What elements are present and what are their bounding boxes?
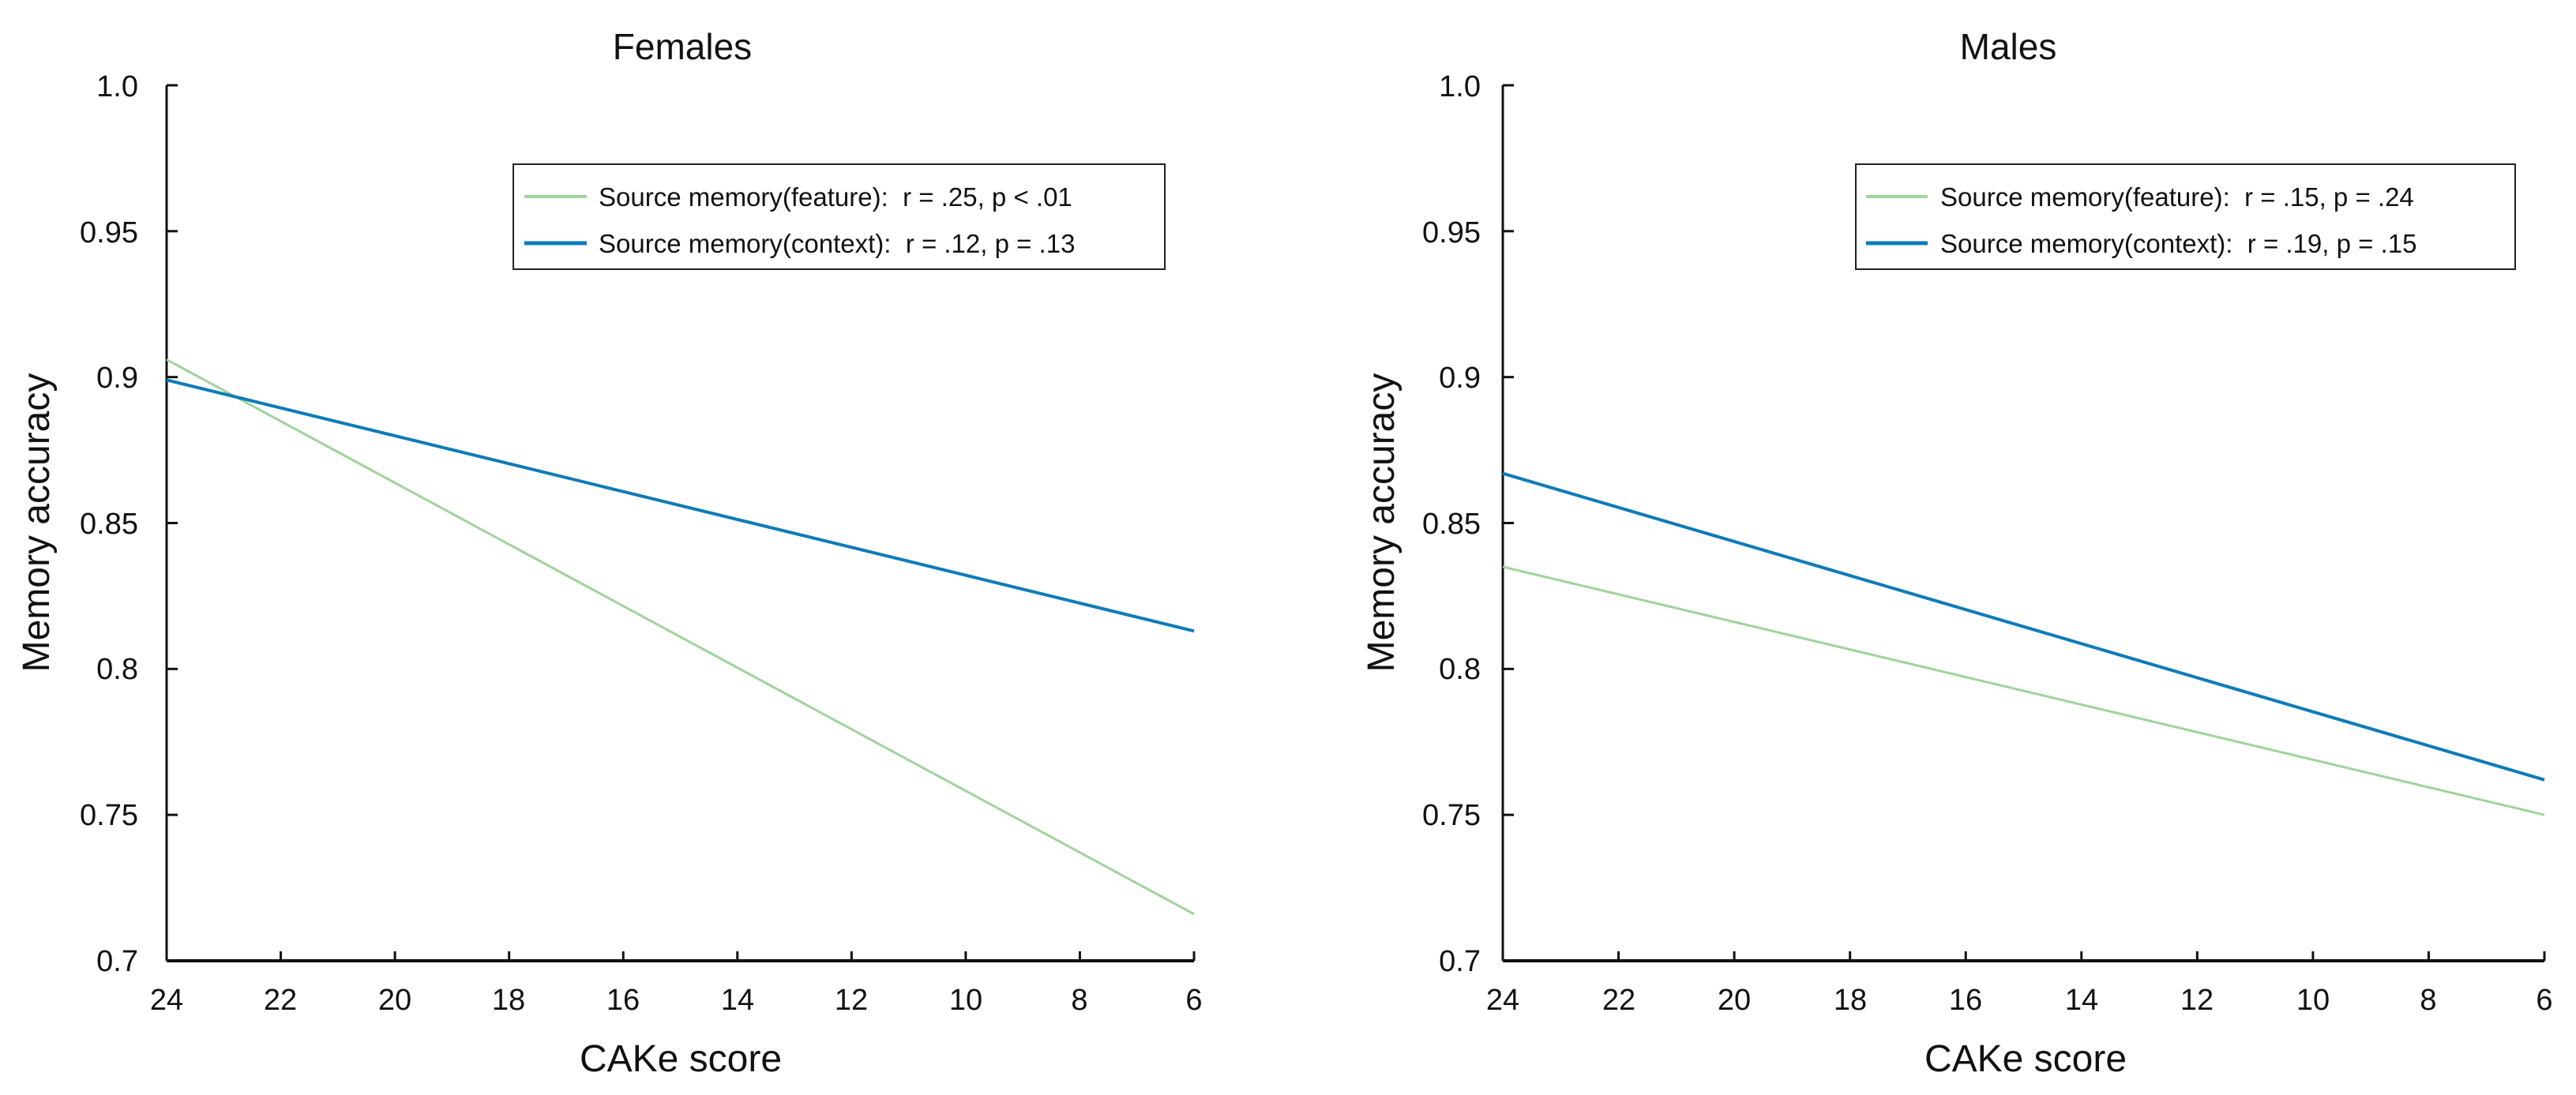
series-lines [1502, 471, 2545, 816]
x-tick-label: 8 [2420, 984, 2436, 1017]
legend-box [1855, 163, 2516, 270]
legend-label-context: Source memory(context): r = .12, p = .13 [599, 229, 1075, 258]
legend: Source memory(feature): r = .25, p < .01… [513, 163, 1166, 270]
x-axis-label: CAKe score [1924, 1038, 2127, 1080]
series-line-feature [166, 358, 1195, 916]
y-tick-label: 0.7 [96, 945, 138, 978]
legend-box [513, 163, 1166, 270]
x-tick-label: 22 [1602, 984, 1635, 1017]
y-tick-label: 0.95 [80, 216, 138, 249]
y-tick-label: 0.9 [96, 362, 138, 395]
series-line-context [166, 378, 1195, 633]
x-tick-label: 16 [1949, 984, 1982, 1017]
legend-label-context: Source memory(context): r = .19, p = .15 [1940, 229, 2416, 258]
x-tick-label: 24 [1486, 984, 1519, 1017]
series-line-feature [1502, 565, 2545, 816]
y-tick-label: 0.9 [1439, 362, 1481, 395]
series-line-context [1502, 471, 2545, 782]
y-tick-label: 0.8 [96, 653, 138, 686]
y-tick-label: 0.8 [1439, 653, 1481, 686]
x-tick-label: 20 [1718, 984, 1751, 1017]
y-tick-label: 0.95 [1422, 216, 1481, 249]
x-tick-label: 14 [2065, 984, 2098, 1017]
x-tick-label: 14 [721, 984, 754, 1017]
x-tick-label: 18 [492, 984, 525, 1017]
x-tick-label: 16 [606, 984, 640, 1017]
y-tick-label: 1.0 [1439, 70, 1481, 103]
x-tick-label: 10 [2296, 984, 2330, 1017]
x-tick-label: 22 [264, 984, 297, 1017]
x-tick-label: 24 [150, 984, 183, 1017]
legend: Source memory(feature): r = .15, p = .24… [1855, 163, 2516, 270]
y-tick-labels: 0.7 0.75 0.8 0.85 0.9 0.95 1.0 [1422, 70, 1481, 978]
x-tick-label: 12 [835, 984, 868, 1017]
x-tick-label: 20 [378, 984, 411, 1017]
legend-label-feature: Source memory(feature): r = .15, p = .24 [1940, 182, 2414, 212]
series-lines [166, 358, 1195, 916]
x-tick-labels: 24 22 20 18 16 14 12 10 8 6 [1486, 984, 2553, 1017]
y-tick-labels: 0.7 0.75 0.8 0.85 0.9 0.95 1.0 [80, 70, 138, 978]
x-axis-label: CAKe score [580, 1038, 782, 1080]
x-tick-label: 8 [1071, 984, 1087, 1017]
y-tick-label: 0.85 [1422, 508, 1481, 541]
y-tick-label: 0.75 [80, 799, 138, 832]
y-axis-label: Memory accuracy [16, 373, 58, 673]
y-tick-label: 0.85 [80, 508, 138, 541]
y-tick-label: 1.0 [96, 70, 138, 103]
chart-title: Females [613, 26, 752, 67]
females-chart-panel: Females 0.7 0.75 0.8 0.85 0.9 0.95 1.0 2… [16, 26, 1203, 1080]
x-tick-label: 6 [2536, 984, 2552, 1017]
x-tick-label: 18 [1834, 984, 1867, 1017]
x-tick-label: 6 [1185, 984, 1202, 1017]
males-chart-panel: Males 0.7 0.75 0.8 0.85 0.9 0.95 1.0 24 … [1361, 26, 2553, 1080]
chart-title: Males [1960, 26, 2057, 67]
y-tick-label: 0.7 [1439, 945, 1481, 978]
legend-label-feature: Source memory(feature): r = .25, p < .01 [599, 182, 1072, 212]
y-tick-label: 0.75 [1422, 799, 1481, 832]
x-tick-labels: 24 22 20 18 16 14 12 10 8 6 [150, 984, 1203, 1017]
y-axis-label: Memory accuracy [1361, 373, 1403, 673]
x-tick-label: 10 [949, 984, 982, 1017]
x-tick-label: 12 [2180, 984, 2214, 1017]
